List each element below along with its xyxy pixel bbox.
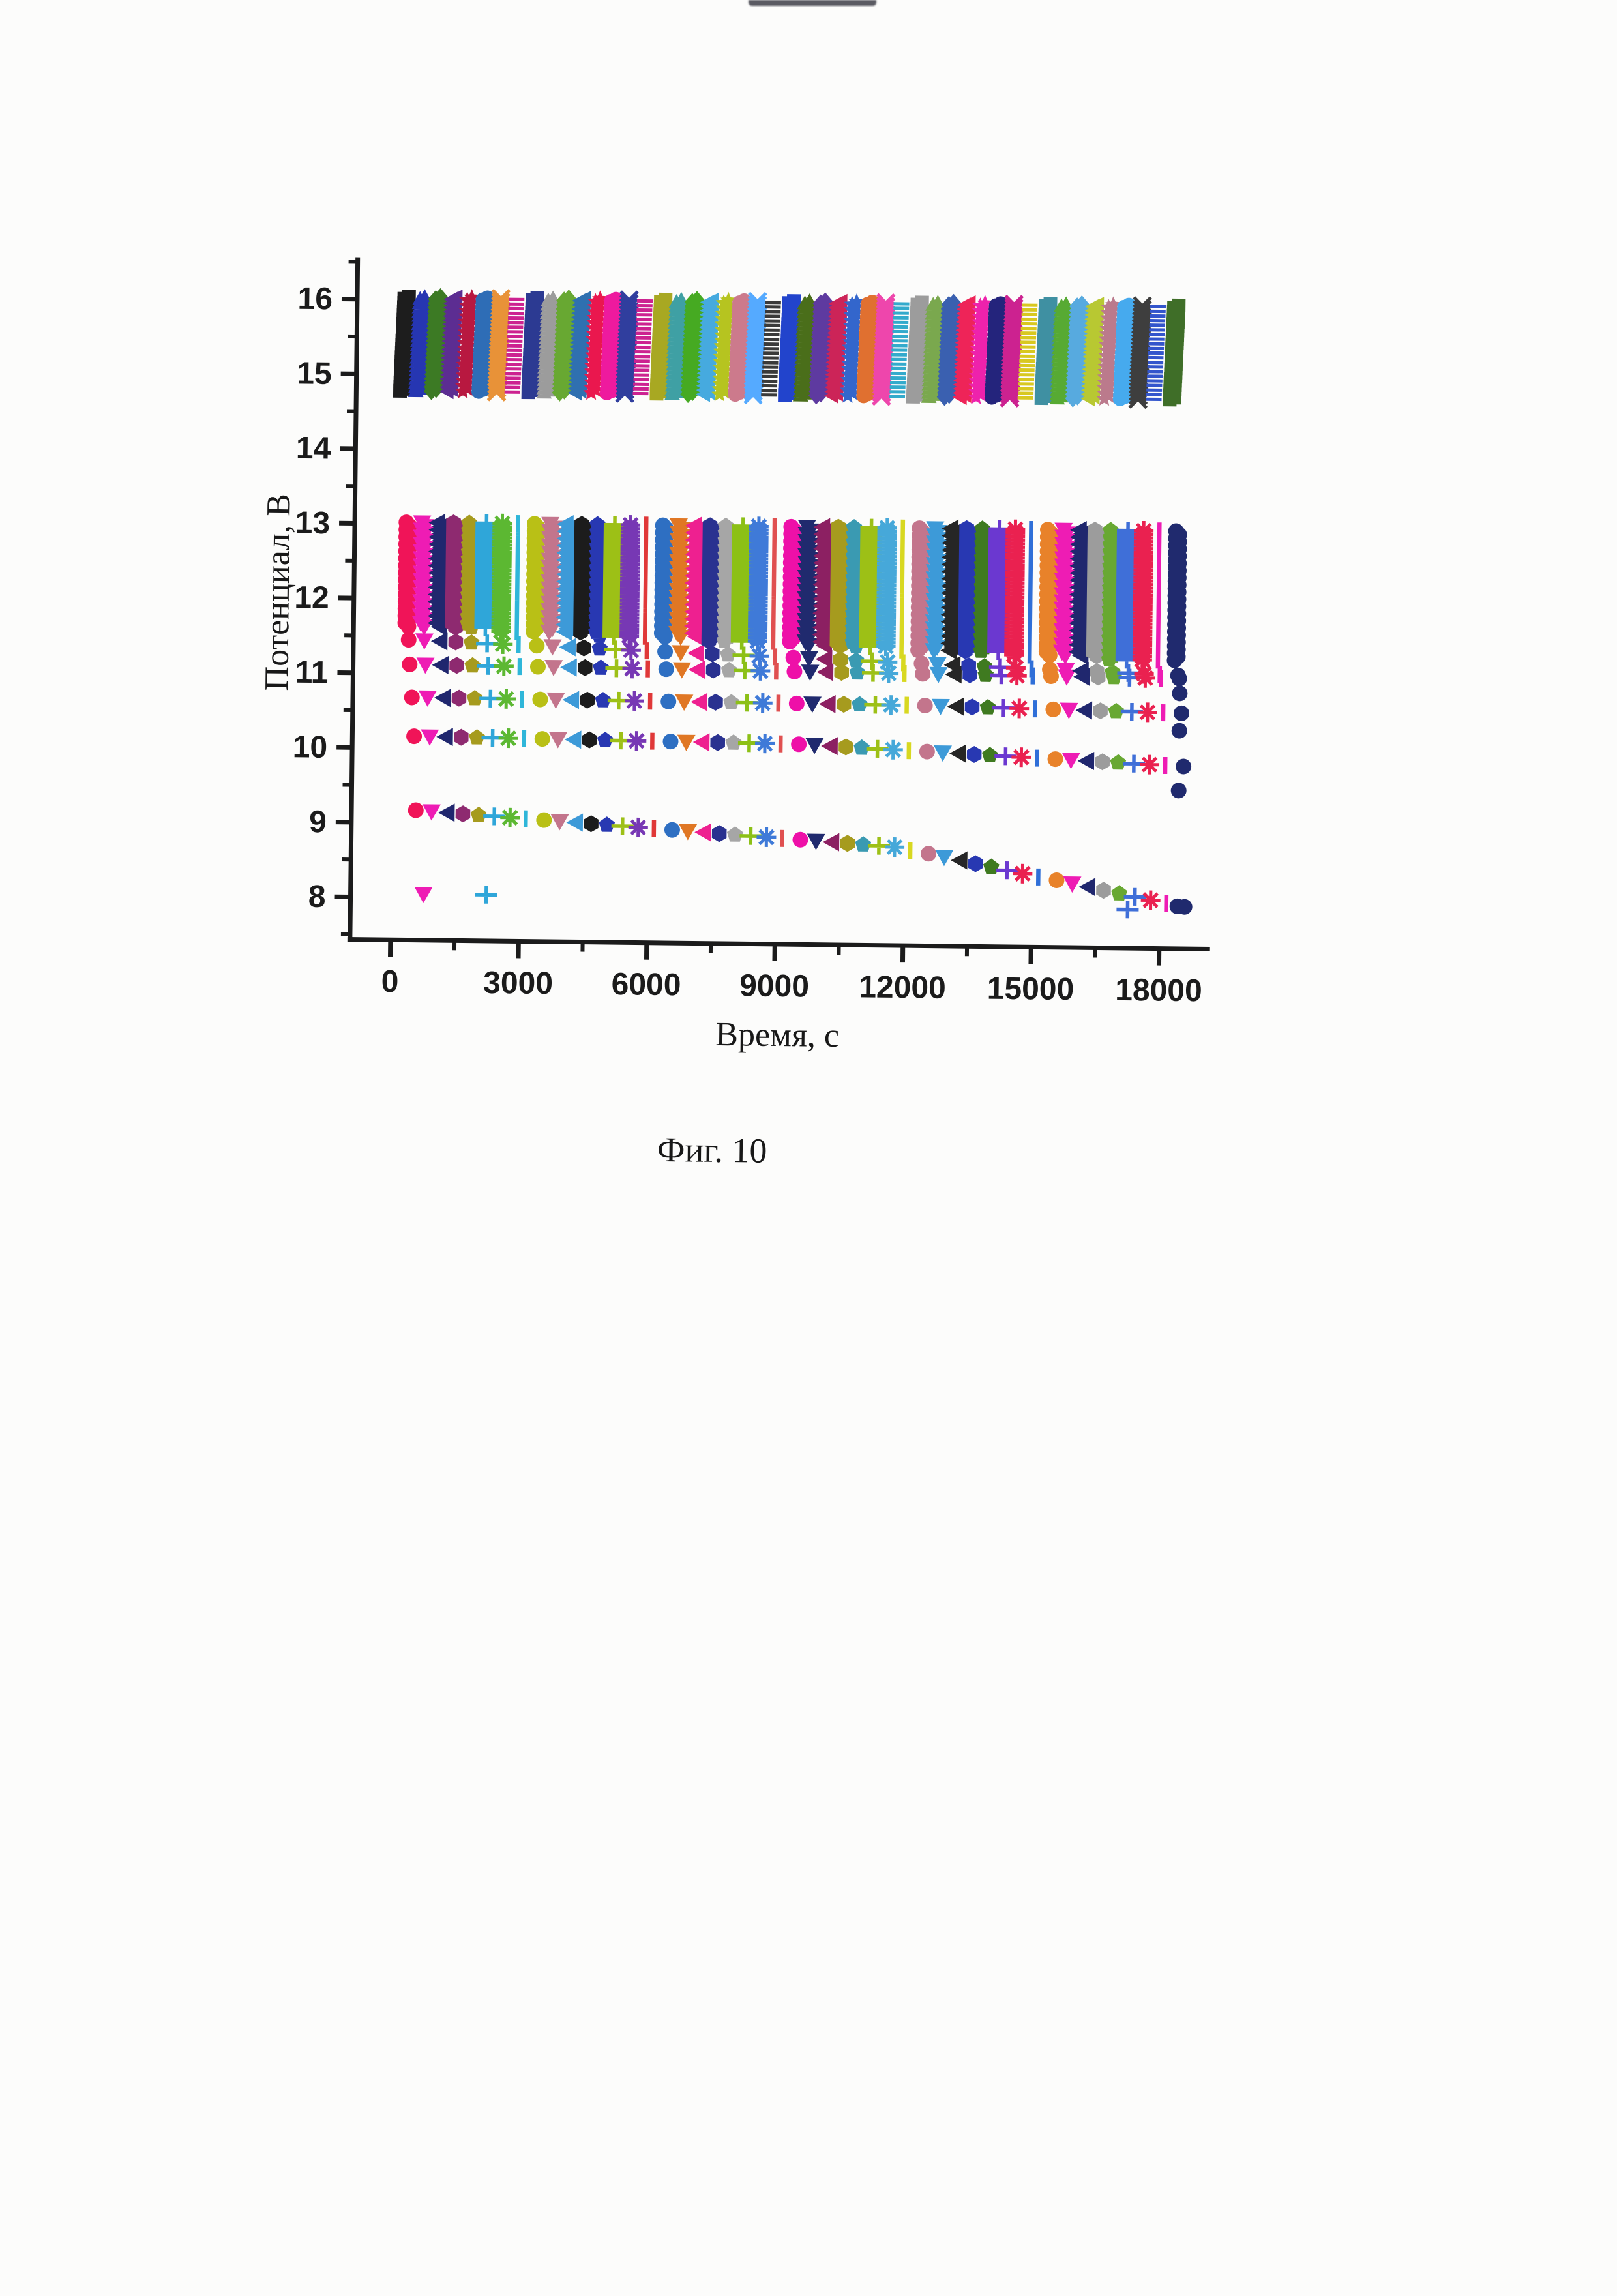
y-tick-label-8: 8 — [308, 880, 326, 914]
x-tick-label-15000: 15000 — [987, 972, 1074, 1007]
x-axis-title: Время, с — [608, 1014, 947, 1056]
x-tick-label-0: 0 — [381, 964, 398, 999]
figure-caption: Фиг. 10 — [542, 1128, 882, 1172]
discharge-series-39 — [1027, 521, 1042, 886]
y-tick-label-15: 15 — [297, 356, 332, 391]
y-axis-title: Потенциал, В — [256, 390, 304, 795]
x-tick-label-18000: 18000 — [1115, 973, 1202, 1009]
discharge-series-15 — [643, 516, 658, 837]
x-tick-label-6000: 6000 — [611, 967, 681, 1002]
y-tick-label-9: 9 — [309, 805, 327, 839]
charge-series-48 — [1163, 299, 1185, 407]
y-tick-label-16: 16 — [297, 282, 333, 317]
x-tick-label-9000: 9000 — [739, 968, 809, 1004]
x-tick-label-12000: 12000 — [859, 970, 946, 1006]
x-tick-label-3000: 3000 — [483, 966, 553, 1001]
discharge-series-48 — [1164, 523, 1196, 914]
